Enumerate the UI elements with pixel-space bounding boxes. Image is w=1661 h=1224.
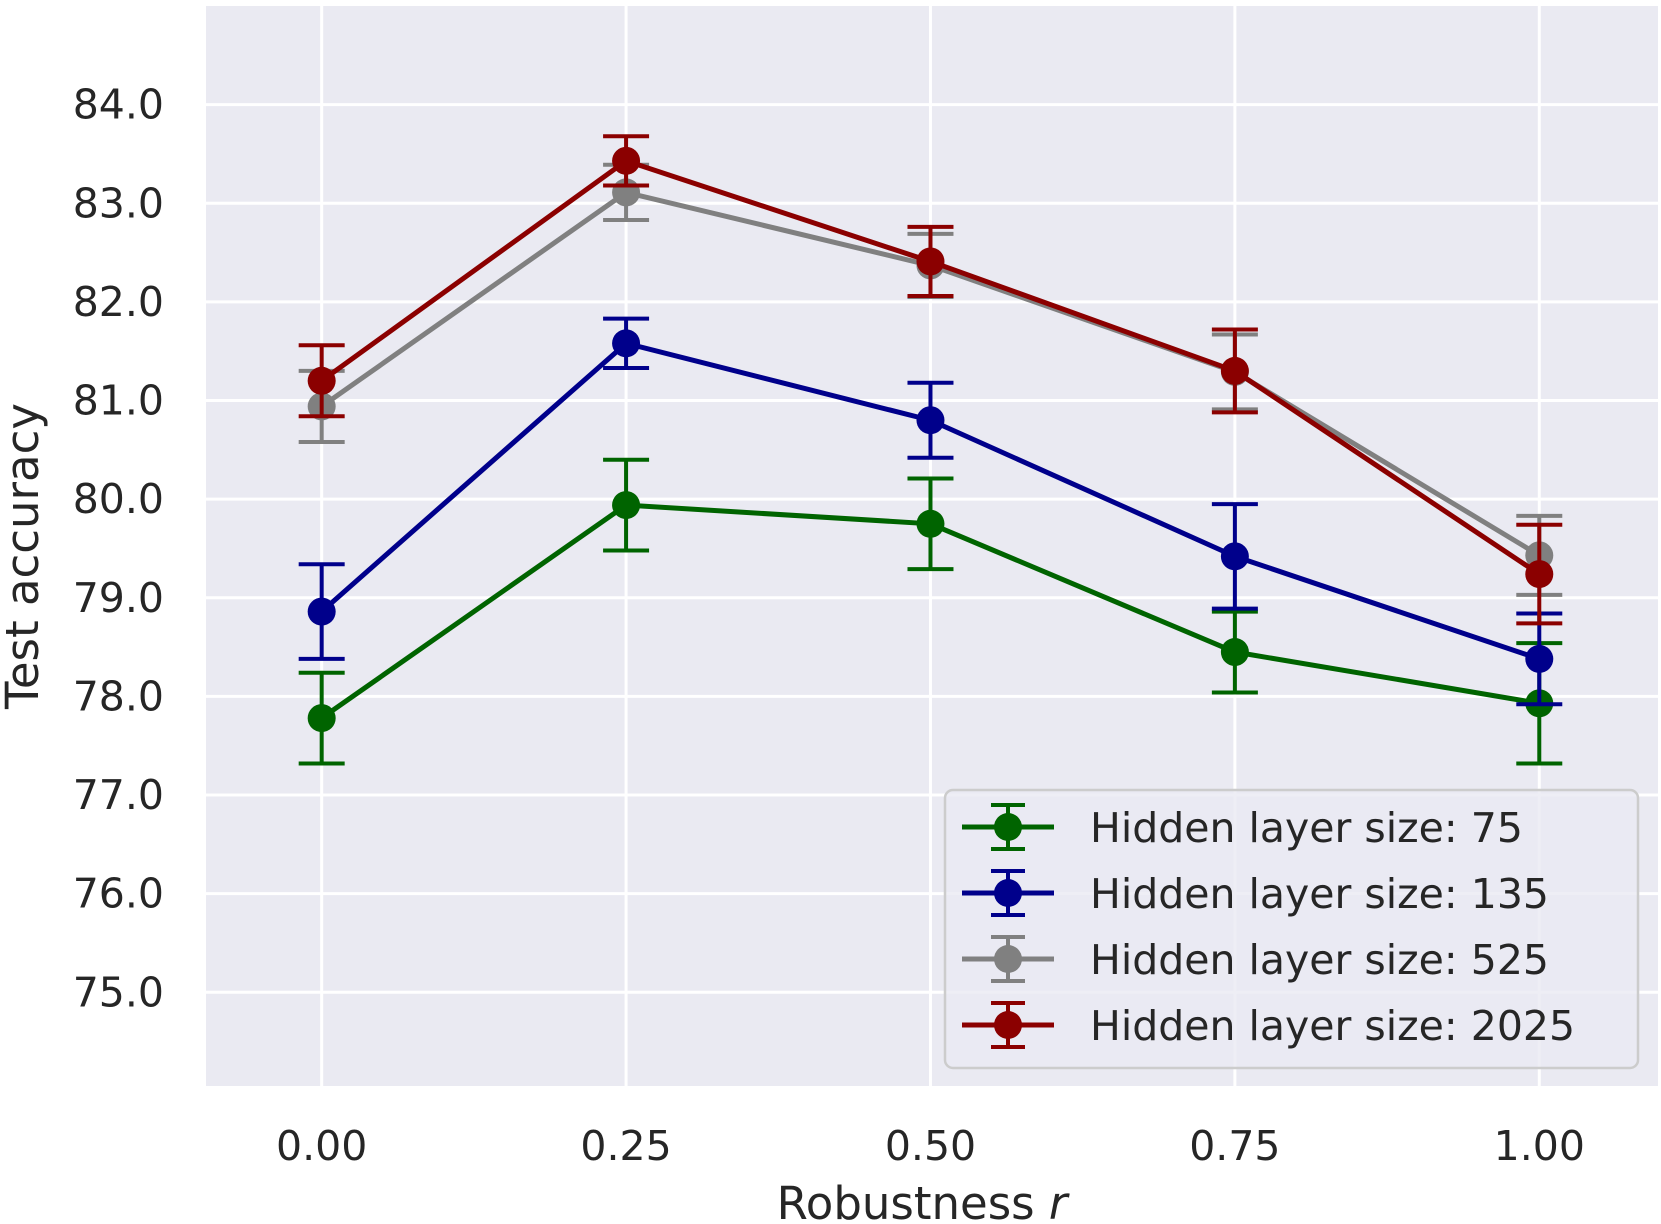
data-point	[1220, 638, 1249, 667]
data-point	[612, 329, 641, 358]
data-point	[612, 146, 641, 175]
y-tick-label: 83.0	[73, 179, 164, 227]
data-point	[1525, 644, 1554, 673]
y-tick-label: 75.0	[73, 968, 164, 1016]
y-axis-label: Test accuracy	[0, 403, 49, 710]
data-point	[1525, 560, 1554, 589]
data-point	[307, 366, 336, 395]
y-tick-label: 79.0	[73, 574, 164, 622]
legend-items: Hidden layer size: 75 Hidden layer size: …	[962, 803, 1575, 1050]
legend-marker	[994, 1011, 1022, 1039]
legend-item: Hidden layer size: 525	[962, 935, 1549, 984]
x-axis-ticks: 0.00 0.25 0.50 0.75 1.00	[276, 1122, 1585, 1170]
data-point	[1220, 542, 1249, 571]
legend-label: Hidden layer size: 2025	[1090, 1002, 1575, 1050]
series-2	[298, 316, 1563, 707]
x-tick-label: 0.00	[276, 1122, 367, 1170]
y-tick-label: 80.0	[73, 475, 164, 523]
x-axis-label-text: Robustness	[777, 1177, 1035, 1224]
series-4	[298, 134, 1563, 626]
legend-item: Hidden layer size: 135	[962, 869, 1549, 918]
y-tick-label: 84.0	[73, 81, 164, 129]
data-point	[1220, 356, 1249, 385]
legend-marker	[994, 879, 1022, 907]
data-point	[916, 509, 945, 538]
x-axis-label: Robustness r	[777, 1177, 1070, 1224]
legend-marker	[994, 945, 1022, 973]
data-point	[612, 491, 641, 520]
data-point	[916, 406, 945, 435]
legend-label: Hidden layer size: 135	[1090, 870, 1549, 918]
legend-item: Hidden layer size: 75	[962, 803, 1523, 852]
legend-marker	[994, 813, 1022, 841]
series-layer	[298, 134, 1563, 766]
x-tick-label: 0.50	[885, 1122, 976, 1170]
legend-box	[943, 788, 1640, 1070]
x-tick-label: 0.25	[580, 1122, 671, 1170]
x-tick-label: 1.00	[1494, 1122, 1585, 1170]
data-point	[307, 704, 336, 733]
y-tick-label: 76.0	[73, 870, 164, 918]
x-tick-label: 0.75	[1189, 1122, 1280, 1170]
y-tick-label: 77.0	[73, 771, 164, 819]
legend: Hidden layer size: 75 Hidden layer size: …	[943, 788, 1640, 1070]
y-tick-label: 81.0	[73, 377, 164, 425]
legend-item: Hidden layer size: 2025	[962, 1001, 1575, 1050]
data-point	[916, 247, 945, 276]
legend-label: Hidden layer size: 525	[1090, 936, 1549, 984]
data-point	[307, 597, 336, 626]
y-tick-label: 82.0	[73, 278, 164, 326]
legend-label: Hidden layer size: 75	[1090, 804, 1523, 852]
x-axis-label-variable: r	[1049, 1177, 1070, 1224]
y-tick-label: 78.0	[73, 672, 164, 720]
y-axis-ticks: 75.0 76.0 77.0 78.0 79.0 80.0 81.0 82.0 83.0 84.0	[73, 81, 164, 1017]
